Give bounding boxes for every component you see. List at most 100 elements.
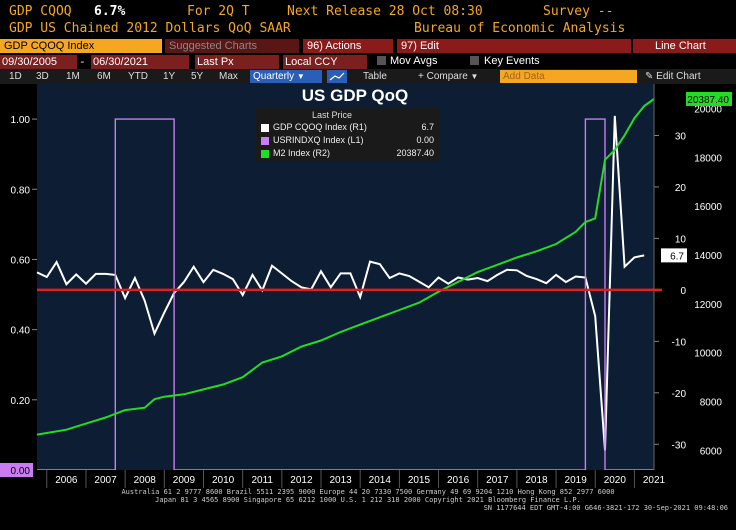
gdp-line-point (536, 278, 537, 279)
m2-line-point (624, 135, 625, 136)
chart-title: US GDP QoQ (301, 86, 409, 105)
gdp-line-point (330, 287, 331, 288)
m2-line-point (164, 396, 165, 397)
gdp-line-point (399, 273, 400, 274)
period-1y[interactable]: 1Y (163, 71, 176, 82)
m2-last-label-bg (686, 91, 732, 106)
period-1d[interactable]: 1D (9, 71, 22, 82)
recession-line-point (174, 118, 175, 119)
m2-line-point (614, 149, 615, 150)
recession-last-label-text: 0.00 (11, 466, 31, 477)
mov-avgs-label: Mov Avgs (390, 55, 438, 67)
period-3d[interactable]: 3D (36, 71, 49, 82)
key-events-checkbox[interactable] (470, 56, 479, 65)
legend-item-value: 0.00 (416, 135, 434, 145)
gdp-line-point (291, 281, 292, 282)
right1-tick-label: 30 (675, 131, 687, 142)
survey-label: Survey -- (543, 4, 614, 19)
edit-button[interactable]: 97) Edit (397, 39, 631, 53)
last-value: 6.7% (94, 4, 126, 19)
gdp-line-point (164, 312, 165, 313)
right1-tick-label: 10 (675, 234, 687, 245)
recession-line-point (604, 118, 605, 119)
right2-tick-label: 16000 (694, 202, 722, 213)
edit-chart-label: Edit Chart (656, 71, 701, 82)
m2-line-point (360, 324, 361, 325)
x-tick-label: 2015 (408, 475, 431, 486)
gdp-line-point (301, 287, 302, 288)
actions-button[interactable]: 96) Actions (303, 39, 393, 53)
gdp-line-point (428, 287, 429, 288)
compare-button[interactable]: + Compare ▼ (418, 70, 478, 83)
suggested-charts-button[interactable]: Suggested Charts (165, 39, 299, 53)
m2-line-point (604, 159, 605, 160)
gdp-line-point (389, 277, 390, 278)
gdp-line-point (232, 278, 233, 279)
gdp-line-point (418, 281, 419, 282)
gdp-last-label-text: 6.7 (670, 251, 684, 262)
m2-line-point (634, 118, 635, 119)
x-tick-label: 2011 (251, 475, 273, 486)
gdp-line-point (565, 282, 566, 283)
currency-select[interactable]: Local CCY (283, 55, 367, 69)
period-6m[interactable]: 6M (97, 71, 111, 82)
add-data-input[interactable]: Add Data (500, 70, 637, 83)
m2-line-point (458, 281, 459, 282)
m2-line-point (281, 356, 282, 357)
legend-swatch (261, 150, 269, 158)
recession-last-label-bg (0, 463, 33, 477)
x-tick-label: 2019 (565, 475, 588, 486)
frequency-select[interactable]: Quarterly ▼ (250, 70, 322, 83)
legend-item-name: M2 Index (R2) (273, 148, 331, 158)
legend-item-value: 20387.40 (396, 148, 434, 158)
m2-line-point (477, 272, 478, 273)
m2-last-label-text: 20387.40 (687, 95, 729, 106)
gdp-line-point (350, 273, 351, 274)
x-tick-label: 2006 (55, 475, 78, 486)
key-events-label: Key Events (484, 55, 540, 67)
gdp-line-point (438, 277, 439, 278)
x-tick-label: 2016 (447, 475, 470, 486)
period-5y[interactable]: 5Y (191, 71, 204, 82)
gdp-line-point (634, 257, 635, 258)
price-field-select[interactable]: Last Px (195, 55, 279, 69)
chart-style-button[interactable] (327, 70, 347, 83)
m2-line-point (536, 251, 537, 252)
m2-line-point (585, 221, 586, 222)
chart-type-label[interactable]: Line Chart (633, 39, 736, 53)
period-1m[interactable]: 1M (66, 71, 80, 82)
m2-line-point (418, 302, 419, 303)
right1-tick-label: -20 (672, 389, 687, 400)
x-tick-label: 2010 (212, 475, 235, 486)
source-label: Bureau of Economic Analysis (414, 21, 626, 36)
m2-line-point (183, 394, 184, 395)
start-date-input[interactable]: 09/30/2005 (0, 55, 77, 69)
gdp-line-point (144, 300, 145, 301)
table-button[interactable]: Table (363, 71, 387, 82)
m2-line-point (575, 231, 576, 232)
right2-tick-label: 6000 (700, 446, 723, 457)
mov-avgs-checkbox[interactable] (377, 56, 386, 65)
right1-tick-label: 0 (680, 286, 686, 297)
period-max[interactable]: Max (219, 71, 238, 82)
description-label: GDP US Chained 2012 Dollars QoQ SAAR (9, 21, 291, 36)
gdp-line-point (154, 333, 155, 334)
frequency-label: Quarterly (253, 71, 295, 82)
gdp-line-point (555, 274, 556, 275)
x-tick-label: 2021 (643, 475, 666, 486)
right2-tick-label: 12000 (694, 300, 722, 311)
gdp-line-point (448, 283, 449, 284)
line-chart-icon (329, 72, 345, 81)
left-tick-label: 0.60 (11, 255, 31, 266)
end-date-input[interactable]: 06/30/2021 (91, 55, 189, 69)
period-ytd[interactable]: YTD (128, 71, 148, 82)
gdp-line-point (76, 274, 77, 275)
right1-tick-label: 20 (675, 183, 687, 194)
legend-header: Last Price (312, 110, 353, 120)
gdp-line-point (271, 265, 272, 266)
m2-line-point (105, 417, 106, 418)
security-field[interactable]: GDP CQOQ Index (0, 39, 162, 53)
edit-chart-button[interactable]: ✎ Edit Chart (645, 70, 701, 83)
left-tick-label: 1.00 (11, 115, 31, 126)
gdp-line-point (497, 274, 498, 275)
